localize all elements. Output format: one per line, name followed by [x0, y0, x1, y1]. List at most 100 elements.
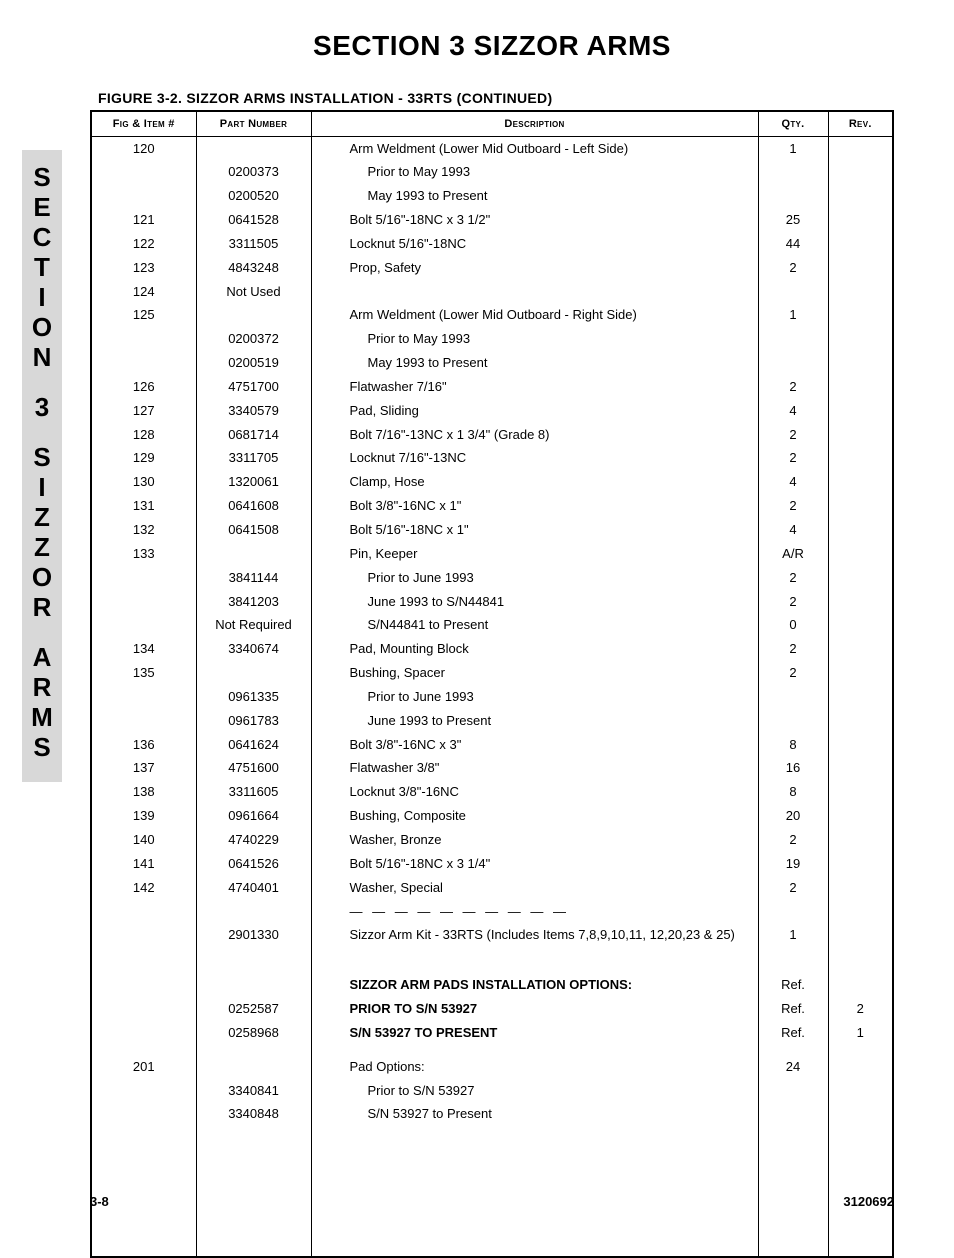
side-tab-letter: Z — [22, 532, 62, 562]
cell-description: Prior to June 1993 — [322, 569, 474, 588]
table-row — [91, 1127, 893, 1257]
table-row: 124Not Used — [91, 280, 893, 304]
table-spacer-row — [91, 948, 893, 974]
cell-description: Pin, Keeper — [322, 545, 418, 564]
cell-description: Bolt 3/8"-16NC x 1" — [322, 497, 462, 516]
cell-description: S/N44841 to Present — [322, 616, 489, 635]
table-row: 1404740229Washer, Bronze2 — [91, 828, 893, 852]
side-tab-letter: 3 — [22, 392, 62, 422]
cell-description: Prior to May 1993 — [322, 330, 471, 349]
cell-description: Washer, Bronze — [322, 831, 442, 850]
side-tab-letter: I — [22, 282, 62, 312]
table-row: 1410641526Bolt 5/16"-18NC x 3 1/4"19 — [91, 852, 893, 876]
table-row: 0200372Prior to May 1993 — [91, 328, 893, 352]
cell-description: Locknut 3/8"-16NC — [322, 783, 459, 802]
table-row: 0961783June 1993 to Present — [91, 709, 893, 733]
table-row: 201Pad Options:24 — [91, 1055, 893, 1079]
cell-description: Bolt 3/8"-16NC x 3" — [322, 736, 462, 755]
table-row: 3841144Prior to June 19932 — [91, 566, 893, 590]
table-row: 120Arm Weldment (Lower Mid Outboard - Le… — [91, 137, 893, 161]
table-row: 2901330Sizzor Arm Kit - 33RTS (Includes … — [91, 924, 893, 948]
table-row: 1210641528Bolt 5/16"-18NC x 3 1/2"25 — [91, 209, 893, 233]
parts-table: Fig & Item # Part Number Description Qty… — [90, 110, 894, 1258]
cell-description: Arm Weldment (Lower Mid Outboard - Right… — [322, 306, 637, 325]
side-tab-letter: O — [22, 562, 62, 592]
cell-description: S/N 53927 to Present — [322, 1105, 492, 1124]
section-side-tab: SECTION3SIZZORARMS — [22, 150, 62, 782]
table-row: 1301320061Clamp, Hose4 — [91, 471, 893, 495]
table-row: 1343340674Pad, Mounting Block2 — [91, 638, 893, 662]
side-tab-letter: O — [22, 312, 62, 342]
col-fig: Fig & Item # — [91, 111, 196, 137]
cell-description: Bushing, Spacer — [322, 664, 445, 683]
table-row: SIZZOR ARM PADS INSTALLATION OPTIONS:Ref… — [91, 974, 893, 998]
cell-description: Prior to May 1993 — [322, 163, 471, 182]
side-tab-letter: I — [22, 472, 62, 502]
cell-description: Pad, Mounting Block — [322, 640, 469, 659]
table-row: 0258968S/N 53927 TO PRESENTRef.1 — [91, 1021, 893, 1045]
cell-description: June 1993 to Present — [322, 712, 492, 731]
col-qty: Qty. — [758, 111, 828, 137]
table-row: 0252587PRIOR TO S/N 53927Ref.2 — [91, 998, 893, 1022]
figure-title: FIGURE 3-2. SIZZOR ARMS INSTALLATION - 3… — [98, 90, 894, 106]
table-row: 0200519May 1993 to Present — [91, 352, 893, 376]
table-row: 1234843248Prop, Safety2 — [91, 256, 893, 280]
table-row: 1223311505Locknut 5/16"-18NC44 — [91, 232, 893, 256]
side-tab-letter: S — [22, 442, 62, 472]
table-row: 0961335Prior to June 1993 — [91, 685, 893, 709]
cell-description: Sizzor Arm Kit - 33RTS (Includes Items 7… — [322, 926, 735, 945]
cell-description: June 1993 to S/N44841 — [322, 593, 505, 612]
table-row: — — — — — — — — — — — [91, 900, 893, 924]
side-tab-letter — [22, 422, 62, 442]
cell-description: May 1993 to Present — [322, 187, 488, 206]
section-title: SECTION 3 SIZZOR ARMS — [90, 30, 894, 62]
cell-description: Locknut 7/16"-13NC — [322, 449, 467, 468]
side-tab-letter — [22, 622, 62, 642]
table-header-row: Fig & Item # Part Number Description Qty… — [91, 111, 893, 137]
side-tab-letter: M — [22, 702, 62, 732]
table-row: 0200373Prior to May 1993 — [91, 161, 893, 185]
side-tab-letter: A — [22, 642, 62, 672]
cell-description: Arm Weldment (Lower Mid Outboard - Left … — [322, 140, 629, 159]
footer-page: 3-8 — [90, 1194, 109, 1209]
table-row: 0200520May 1993 to Present — [91, 185, 893, 209]
table-row: 3340848S/N 53927 to Present — [91, 1103, 893, 1127]
col-desc: Description — [311, 111, 758, 137]
table-row: 1280681714Bolt 7/16"-13NC x 1 3/4" (Grad… — [91, 423, 893, 447]
table-spacer-row — [91, 1045, 893, 1055]
col-part: Part Number — [196, 111, 311, 137]
cell-description: Pad Options: — [322, 1058, 425, 1077]
side-tab-letter: T — [22, 252, 62, 282]
side-tab-letter: S — [22, 732, 62, 762]
table-row: 1320641508Bolt 5/16"-18NC x 1"4 — [91, 519, 893, 543]
table-row: 1310641608Bolt 3/8"-16NC x 1"2 — [91, 495, 893, 519]
cell-description: Washer, Special — [322, 879, 443, 898]
cell-description: May 1993 to Present — [322, 354, 488, 373]
table-row: 1360641624Bolt 3/8"-16NC x 3"8 — [91, 733, 893, 757]
cell-description: PRIOR TO S/N 53927 — [322, 1000, 478, 1019]
table-row: 133Pin, KeeperA/R — [91, 542, 893, 566]
table-row: 1390961664Bushing, Composite20 — [91, 805, 893, 829]
side-tab-letter: R — [22, 672, 62, 702]
cell-description: Locknut 5/16"-18NC — [322, 235, 467, 254]
cell-description: Clamp, Hose — [322, 473, 425, 492]
cell-description: S/N 53927 TO PRESENT — [322, 1024, 498, 1043]
cell-description: Bushing, Composite — [322, 807, 466, 826]
cell-description: Bolt 5/16"-18NC x 1" — [322, 521, 469, 540]
side-tab-letter: E — [22, 192, 62, 222]
table-row: 125Arm Weldment (Lower Mid Outboard - Ri… — [91, 304, 893, 328]
side-tab-letter: Z — [22, 502, 62, 532]
cell-description: Bolt 5/16"-18NC x 3 1/4" — [322, 855, 491, 874]
footer-doc: 3120692 — [843, 1194, 894, 1209]
cell-description: Prior to S/N 53927 — [322, 1082, 475, 1101]
table-row: Not RequiredS/N44841 to Present0 — [91, 614, 893, 638]
side-tab-letter: N — [22, 342, 62, 372]
cell-description: — — — — — — — — — — — [322, 903, 570, 922]
cell-description: Flatwasher 7/16" — [322, 378, 447, 397]
table-row: 3841203June 1993 to S/N448412 — [91, 590, 893, 614]
table-row: 1273340579Pad, Sliding4 — [91, 399, 893, 423]
table-row: 1424740401Washer, Special2 — [91, 876, 893, 900]
side-tab-letter: S — [22, 162, 62, 192]
side-tab-letter — [22, 372, 62, 392]
cell-description: Pad, Sliding — [322, 402, 419, 421]
